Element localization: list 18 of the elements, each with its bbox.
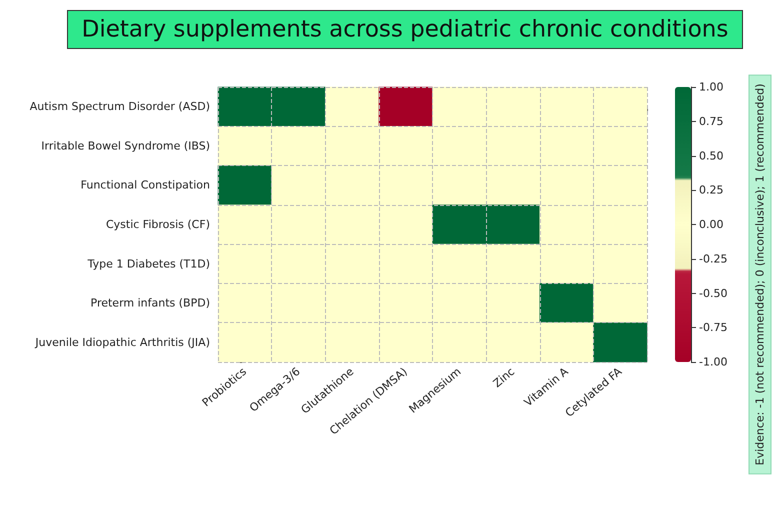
color-bar-label: -1.00 <box>699 356 728 368</box>
color-bar-label: 0.75 <box>699 114 724 128</box>
color-bar-label: 1.00 <box>699 80 724 94</box>
y-tick-label: Autism Spectrum Disorder (ASD) <box>30 100 210 114</box>
y-tick-label: Juvenile Idiopathic Arthritis (JIA) <box>34 336 210 349</box>
y-tick-label: Irritable Bowel Syndrome (IBS) <box>41 139 210 152</box>
color-bar-label: -0.25 <box>699 252 728 266</box>
y-tick-label: Cystic Fibrosis (CF) <box>106 218 210 231</box>
color-bar-label: 0.50 <box>699 149 724 162</box>
y-tick-label: Functional Constipation <box>80 178 210 192</box>
chart-title: Dietary supplements across pediatric chronic conditions <box>82 16 728 42</box>
color-bar-label: 0.00 <box>699 218 724 231</box>
y-tick-label: Type 1 Diabetes (T1D) <box>86 257 210 270</box>
color-bar-label: -0.50 <box>699 286 728 300</box>
color-bar-title: Evidence: -1 (not recommended); 0 (inconclusive); 1 (recommended) <box>754 84 766 466</box>
y-tick-label: Preterm infants (BPD) <box>90 296 210 310</box>
color-bar-label: -0.75 <box>699 321 728 334</box>
color-bar-label: 0.25 <box>699 184 724 197</box>
